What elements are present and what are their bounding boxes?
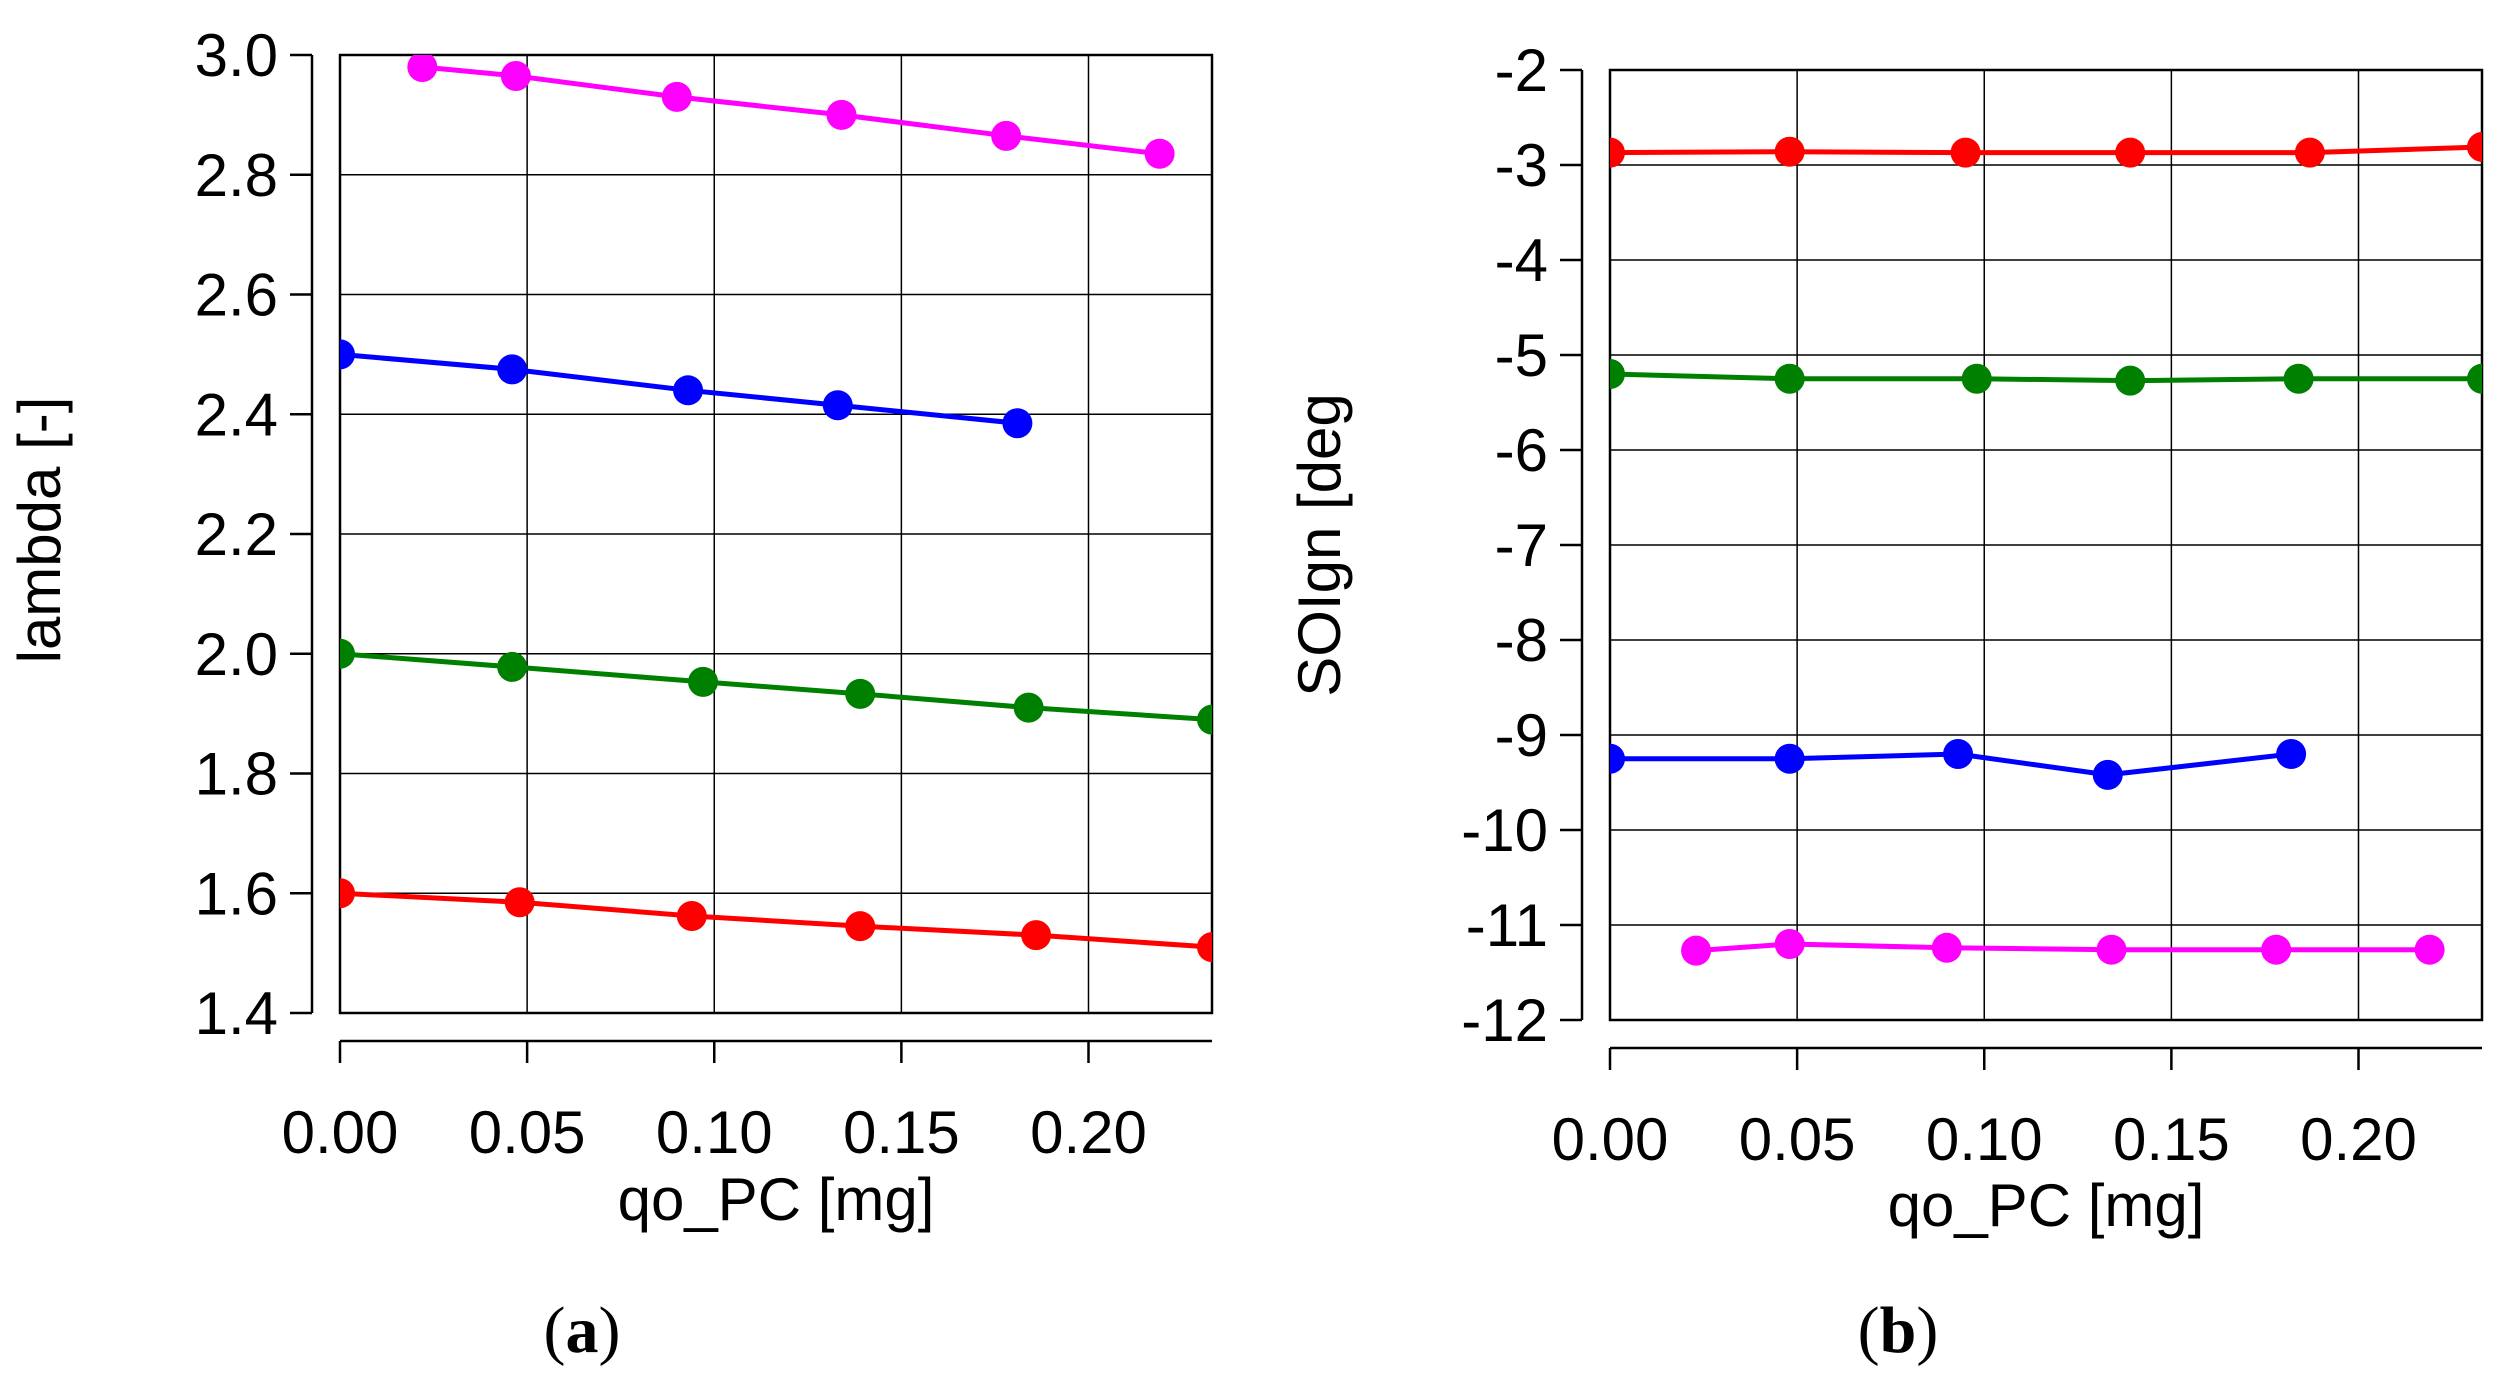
x-tick-label: 0.05	[469, 1099, 586, 1166]
data-point-blue	[340, 339, 355, 370]
data-point-magenta	[2261, 934, 2292, 965]
data-point-magenta	[1931, 932, 1962, 963]
y-tick-label: 2.4	[195, 381, 278, 448]
data-point-magenta	[1681, 935, 1712, 966]
data-point-green	[497, 651, 528, 682]
data-point-red	[504, 887, 535, 918]
data-point-magenta	[826, 99, 857, 130]
data-point-green	[340, 638, 355, 669]
y-tick-label: -5	[1495, 322, 1548, 389]
y-tick-label: 1.4	[195, 980, 278, 1047]
data-point-red	[2115, 137, 2146, 168]
data-point-green	[2467, 363, 2482, 394]
y-tick-label: 2.6	[195, 262, 278, 329]
data-point-red	[2467, 131, 2482, 162]
x-tick-label: 0.20	[1030, 1099, 1147, 1166]
data-point-magenta	[407, 55, 438, 82]
data-point-blue	[497, 354, 528, 385]
data-point-magenta	[500, 60, 531, 91]
y-tick-label: -10	[1461, 797, 1548, 864]
data-point-red	[340, 878, 355, 909]
x-axis-title: qo_PC [mg]	[618, 1166, 935, 1233]
plot-frame	[1608, 68, 2484, 1022]
data-point-red	[1774, 136, 1805, 167]
y-tick-label: 2.0	[195, 621, 278, 688]
x-tick-label: 0.00	[1552, 1106, 1669, 1173]
data-point-red	[845, 911, 876, 942]
data-point-red	[1197, 932, 1212, 963]
data-point-green	[1197, 704, 1212, 735]
y-tick-label: -9	[1495, 702, 1548, 769]
data-point-blue	[2092, 759, 2123, 790]
x-tick-label: 0.10	[1926, 1106, 2043, 1173]
data-point-magenta	[1774, 929, 1805, 959]
y-tick-label: 2.8	[195, 142, 278, 209]
plot-area	[340, 55, 1212, 963]
data-point-magenta	[1144, 138, 1175, 169]
y-tick-label: -4	[1495, 227, 1548, 294]
x-axis-title: qo_PC [mg]	[1888, 1172, 2205, 1239]
data-point-magenta	[2414, 934, 2445, 965]
y-tick-label: -7	[1495, 512, 1548, 579]
x-tick-label: 0.15	[843, 1099, 960, 1166]
x-tick-label: 0.10	[656, 1099, 773, 1166]
y-tick-label: -6	[1495, 417, 1548, 484]
y-tick-label: -2	[1495, 37, 1548, 104]
data-point-green	[1013, 692, 1044, 723]
data-point-red	[1950, 137, 1981, 168]
data-point-blue	[673, 375, 704, 406]
y-tick-label: 1.8	[195, 741, 278, 808]
x-tick-label: 0.05	[1739, 1106, 1856, 1173]
data-point-blue	[1943, 739, 1974, 769]
series-line-red	[340, 890, 1212, 950]
data-point-green	[1961, 363, 1992, 394]
panel-label: (b)	[1858, 1294, 1939, 1367]
data-point-magenta	[661, 81, 692, 112]
series-line-magenta	[422, 64, 1160, 157]
y-tick-label: 1.6	[195, 860, 278, 927]
data-point-green	[845, 678, 876, 709]
data-point-red	[1610, 137, 1625, 168]
y-tick-label: -8	[1495, 607, 1548, 674]
data-point-green	[1610, 359, 1625, 389]
plot-area	[1610, 131, 2482, 966]
data-point-magenta	[991, 120, 1022, 151]
data-point-blue	[1610, 743, 1625, 774]
data-point-red	[1021, 920, 1052, 951]
data-point-blue	[2276, 739, 2307, 769]
series-line-green	[340, 651, 1212, 723]
panel-a: 0.00 0.05 0.10 0.15 0.20 1.4 1.6 1.8 2.0 2.2 2.4 2.…	[6, 22, 1214, 1367]
x-tick-label: 0.20	[2300, 1106, 2417, 1173]
data-point-magenta	[2096, 934, 2127, 965]
y-tick-label: -11	[1466, 892, 1548, 959]
data-point-red	[2294, 137, 2325, 168]
series-line-magenta	[1695, 941, 2430, 954]
series-line-red	[1610, 144, 2482, 156]
data-point-blue	[1774, 743, 1805, 774]
series-line-green	[1610, 371, 2482, 384]
data-point-red	[676, 901, 707, 932]
x-tick-label: 0.00	[282, 1099, 399, 1166]
y-tick-label: -3	[1495, 132, 1548, 199]
data-point-green	[2283, 363, 2314, 394]
y-axis-title: SOIgn [deg	[1286, 393, 1353, 697]
data-point-blue	[1002, 408, 1033, 439]
data-point-green	[1774, 363, 1805, 394]
plot-frame	[338, 53, 1214, 1015]
x-tick-label: 0.15	[2113, 1106, 2230, 1173]
y-axis-title: lambda [-]	[6, 397, 73, 664]
panel-b: 0.00 0.05 0.10 0.15 0.20 -12 -11 -10 -9 -8 -7 -6 -5 -…	[1286, 37, 2484, 1367]
data-point-green	[688, 666, 719, 697]
y-tick-label: 3.0	[195, 22, 278, 89]
y-tick-label: -12	[1461, 987, 1548, 1054]
y-tick-label: 2.2	[195, 501, 278, 568]
data-point-green	[2115, 365, 2146, 396]
panel-label: (a)	[544, 1294, 621, 1367]
data-point-blue	[822, 390, 853, 421]
